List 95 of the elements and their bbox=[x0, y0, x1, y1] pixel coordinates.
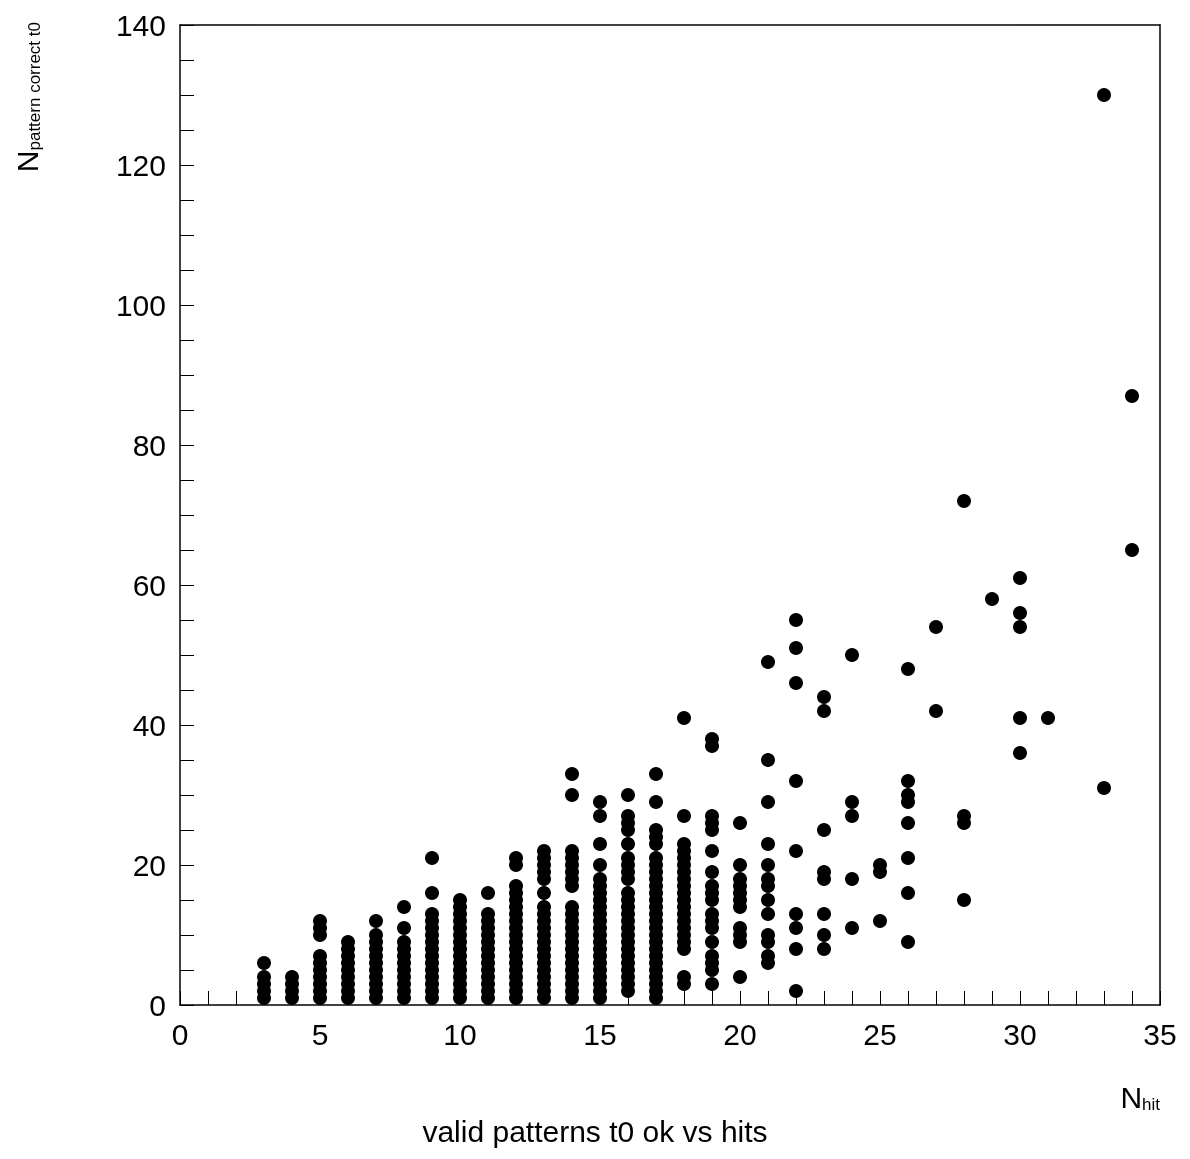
point bbox=[929, 620, 943, 634]
point bbox=[425, 886, 439, 900]
y-tick-label: 100 bbox=[115, 288, 166, 322]
point bbox=[901, 774, 915, 788]
point bbox=[593, 858, 607, 872]
point bbox=[789, 984, 803, 998]
point bbox=[397, 921, 411, 935]
point bbox=[761, 655, 775, 669]
point bbox=[1125, 543, 1139, 557]
point bbox=[593, 795, 607, 809]
point bbox=[1013, 606, 1027, 620]
point bbox=[1125, 389, 1139, 403]
point bbox=[817, 704, 831, 718]
point bbox=[593, 809, 607, 823]
point bbox=[929, 704, 943, 718]
point bbox=[481, 886, 495, 900]
point bbox=[901, 662, 915, 676]
point bbox=[369, 914, 383, 928]
point bbox=[397, 900, 411, 914]
point bbox=[621, 837, 635, 851]
point bbox=[789, 844, 803, 858]
point bbox=[845, 648, 859, 662]
point bbox=[901, 886, 915, 900]
point bbox=[677, 809, 691, 823]
point bbox=[985, 592, 999, 606]
y-axis-title: Npattern correct t0 bbox=[10, 21, 44, 173]
point bbox=[817, 823, 831, 837]
point bbox=[789, 921, 803, 935]
point bbox=[789, 907, 803, 921]
point bbox=[789, 676, 803, 690]
x-axis-title: Nhit bbox=[1120, 1080, 1161, 1114]
point bbox=[761, 858, 775, 872]
point bbox=[761, 837, 775, 851]
point bbox=[257, 956, 271, 970]
point bbox=[1013, 620, 1027, 634]
y-tick-label: 0 bbox=[149, 988, 166, 1022]
x-tick-label: 35 bbox=[1143, 1017, 1177, 1051]
x-tick-label: 30 bbox=[1003, 1017, 1037, 1051]
point bbox=[901, 851, 915, 865]
point bbox=[789, 942, 803, 956]
point bbox=[1097, 88, 1111, 102]
point bbox=[705, 844, 719, 858]
point bbox=[761, 907, 775, 921]
point bbox=[957, 494, 971, 508]
point bbox=[649, 767, 663, 781]
y-tick-label: 120 bbox=[115, 148, 166, 182]
point bbox=[705, 865, 719, 879]
point bbox=[1013, 711, 1027, 725]
x-tick-label: 20 bbox=[723, 1017, 757, 1051]
point bbox=[677, 711, 691, 725]
y-tick-label: 20 bbox=[132, 848, 166, 882]
point bbox=[1013, 746, 1027, 760]
point bbox=[901, 816, 915, 830]
point bbox=[901, 935, 915, 949]
point bbox=[733, 970, 747, 984]
point bbox=[761, 753, 775, 767]
point bbox=[705, 977, 719, 991]
point bbox=[649, 795, 663, 809]
point bbox=[733, 816, 747, 830]
y-tick-label: 140 bbox=[115, 8, 166, 42]
y-tick-label: 40 bbox=[132, 708, 166, 742]
point bbox=[873, 914, 887, 928]
x-tick-label: 5 bbox=[311, 1017, 329, 1051]
point bbox=[537, 886, 551, 900]
x-tick-label: 0 bbox=[171, 1017, 189, 1051]
y-tick-label: 60 bbox=[132, 568, 166, 602]
point bbox=[761, 795, 775, 809]
point bbox=[817, 942, 831, 956]
point bbox=[733, 858, 747, 872]
point bbox=[845, 872, 859, 886]
point bbox=[705, 935, 719, 949]
point bbox=[565, 767, 579, 781]
point bbox=[789, 774, 803, 788]
point bbox=[845, 795, 859, 809]
point bbox=[593, 837, 607, 851]
x-tick-label: 15 bbox=[583, 1017, 617, 1051]
point bbox=[789, 613, 803, 627]
point bbox=[845, 921, 859, 935]
point bbox=[565, 788, 579, 802]
x-tick-label: 25 bbox=[863, 1017, 897, 1051]
text: valid patterns t0 ok vs hits bbox=[422, 1114, 768, 1148]
y-tick-label: 80 bbox=[132, 428, 166, 462]
point bbox=[1097, 781, 1111, 795]
point bbox=[621, 788, 635, 802]
point bbox=[1041, 711, 1055, 725]
x-tick-label: 10 bbox=[443, 1017, 477, 1051]
point bbox=[817, 928, 831, 942]
point bbox=[817, 907, 831, 921]
point bbox=[817, 690, 831, 704]
point bbox=[789, 641, 803, 655]
point bbox=[1013, 571, 1027, 585]
point bbox=[761, 893, 775, 907]
point bbox=[845, 809, 859, 823]
point bbox=[957, 893, 971, 907]
point bbox=[425, 851, 439, 865]
